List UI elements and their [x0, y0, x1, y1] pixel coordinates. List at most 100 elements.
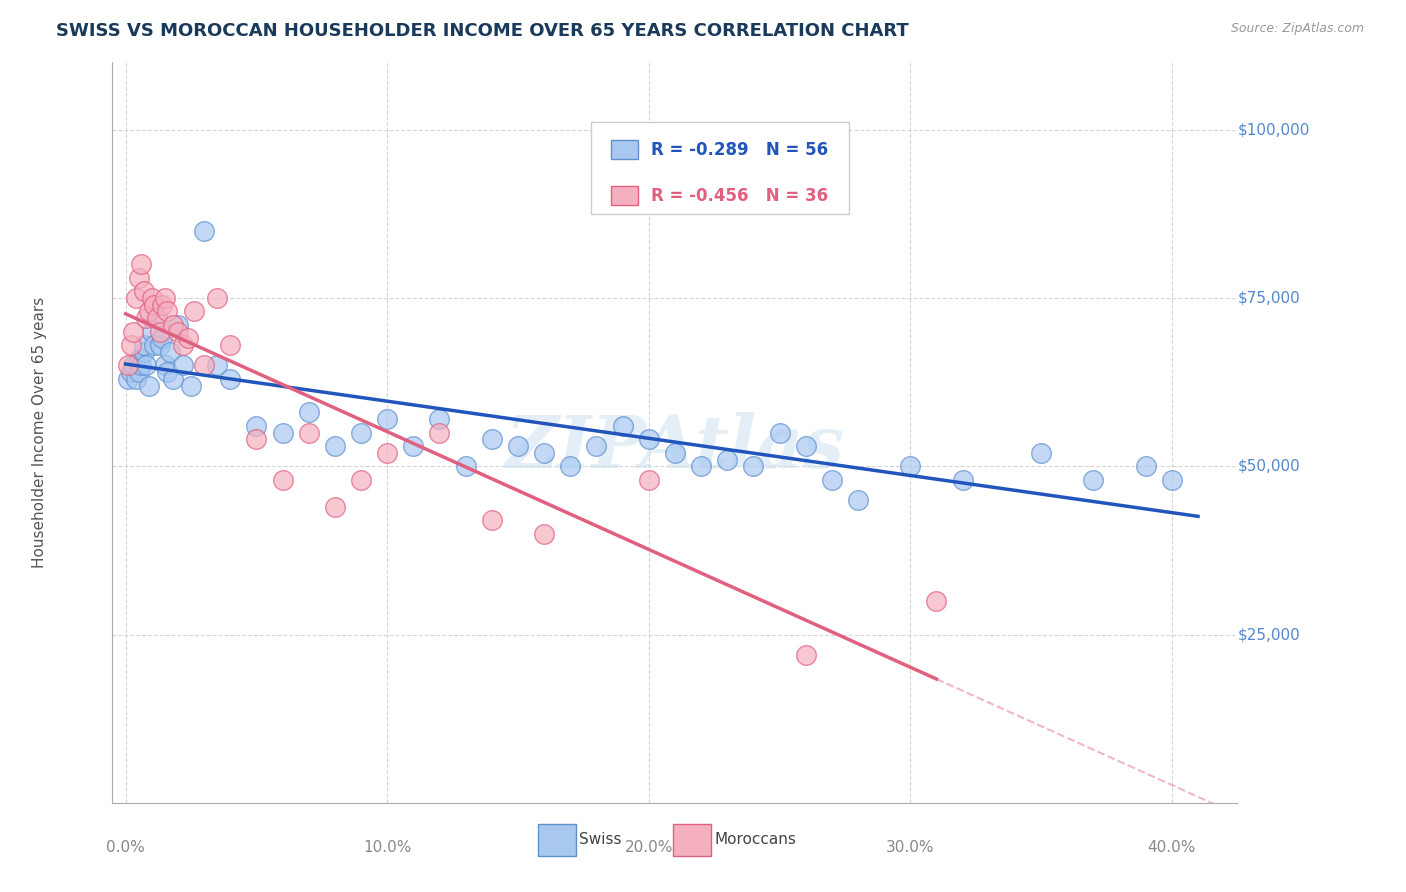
Point — [129, 359, 152, 373]
Point — [143, 298, 166, 312]
Point — [637, 433, 659, 447]
Point — [245, 418, 267, 433]
Text: R = -0.456   N = 36: R = -0.456 N = 36 — [651, 186, 828, 205]
Point — [141, 291, 163, 305]
Point — [138, 304, 160, 318]
Point — [132, 338, 155, 352]
Text: 40.0%: 40.0% — [1147, 840, 1197, 855]
Point — [159, 344, 181, 359]
Point — [167, 325, 190, 339]
Point — [150, 331, 173, 345]
Point — [560, 459, 582, 474]
Text: 30.0%: 30.0% — [886, 840, 935, 855]
FancyBboxPatch shape — [672, 823, 711, 856]
Point — [323, 439, 346, 453]
Text: Source: ZipAtlas.com: Source: ZipAtlas.com — [1230, 22, 1364, 36]
Point — [122, 359, 145, 373]
Point — [153, 291, 176, 305]
Point — [1160, 473, 1182, 487]
Point — [132, 344, 155, 359]
Text: R = -0.289   N = 56: R = -0.289 N = 56 — [651, 141, 828, 159]
Point — [271, 425, 294, 440]
Text: 0.0%: 0.0% — [107, 840, 145, 855]
Point — [690, 459, 713, 474]
Point — [156, 365, 179, 379]
Point — [153, 359, 176, 373]
Point — [138, 378, 160, 392]
Point — [454, 459, 477, 474]
Point — [429, 425, 451, 440]
Point — [205, 359, 228, 373]
Point — [350, 425, 373, 440]
Point — [193, 224, 215, 238]
FancyBboxPatch shape — [537, 823, 576, 856]
Point — [271, 473, 294, 487]
Point — [952, 473, 974, 487]
Text: 20.0%: 20.0% — [624, 840, 673, 855]
Text: Householder Income Over 65 years: Householder Income Over 65 years — [32, 297, 46, 568]
Point — [143, 338, 166, 352]
Point — [132, 285, 155, 299]
Point — [150, 298, 173, 312]
Point — [898, 459, 921, 474]
Point — [117, 372, 139, 386]
Text: $75,000: $75,000 — [1237, 291, 1301, 305]
Text: ZIPAtlas: ZIPAtlas — [506, 412, 844, 483]
Point — [193, 359, 215, 373]
Point — [125, 291, 148, 305]
Point — [162, 372, 184, 386]
Point — [128, 270, 150, 285]
FancyBboxPatch shape — [591, 121, 849, 214]
Point — [148, 338, 170, 352]
FancyBboxPatch shape — [610, 186, 637, 205]
Point — [794, 648, 817, 662]
Point — [821, 473, 844, 487]
Point — [219, 372, 242, 386]
Text: $25,000: $25,000 — [1237, 627, 1301, 642]
Point — [167, 318, 190, 332]
Text: 10.0%: 10.0% — [363, 840, 412, 855]
Point — [375, 446, 398, 460]
Point — [129, 257, 152, 271]
Point — [148, 325, 170, 339]
Point — [128, 365, 150, 379]
Point — [323, 500, 346, 514]
Point — [141, 325, 163, 339]
Point — [128, 351, 150, 366]
Point — [219, 338, 242, 352]
Point — [768, 425, 790, 440]
Point — [180, 378, 202, 392]
Point — [506, 439, 529, 453]
Point — [245, 433, 267, 447]
Point — [120, 365, 142, 379]
Point — [846, 492, 869, 507]
Point — [533, 526, 555, 541]
Point — [146, 311, 169, 326]
Point — [205, 291, 228, 305]
Point — [742, 459, 765, 474]
Point — [533, 446, 555, 460]
Text: $100,000: $100,000 — [1237, 122, 1309, 137]
Text: SWISS VS MOROCCAN HOUSEHOLDER INCOME OVER 65 YEARS CORRELATION CHART: SWISS VS MOROCCAN HOUSEHOLDER INCOME OVE… — [56, 22, 910, 40]
Point — [585, 439, 607, 453]
Point — [135, 311, 157, 326]
Point — [794, 439, 817, 453]
Point — [637, 473, 659, 487]
Text: Moroccans: Moroccans — [714, 832, 796, 847]
Point — [177, 331, 200, 345]
Point — [183, 304, 205, 318]
Point — [716, 452, 738, 467]
Point — [135, 359, 157, 373]
FancyBboxPatch shape — [610, 140, 637, 160]
Text: $50,000: $50,000 — [1237, 458, 1301, 474]
Point — [375, 412, 398, 426]
Point — [298, 405, 321, 419]
Point — [122, 325, 145, 339]
Point — [120, 338, 142, 352]
Point — [350, 473, 373, 487]
Point — [664, 446, 686, 460]
Point — [429, 412, 451, 426]
Point — [481, 513, 503, 527]
Point — [925, 594, 948, 608]
Point — [117, 359, 139, 373]
